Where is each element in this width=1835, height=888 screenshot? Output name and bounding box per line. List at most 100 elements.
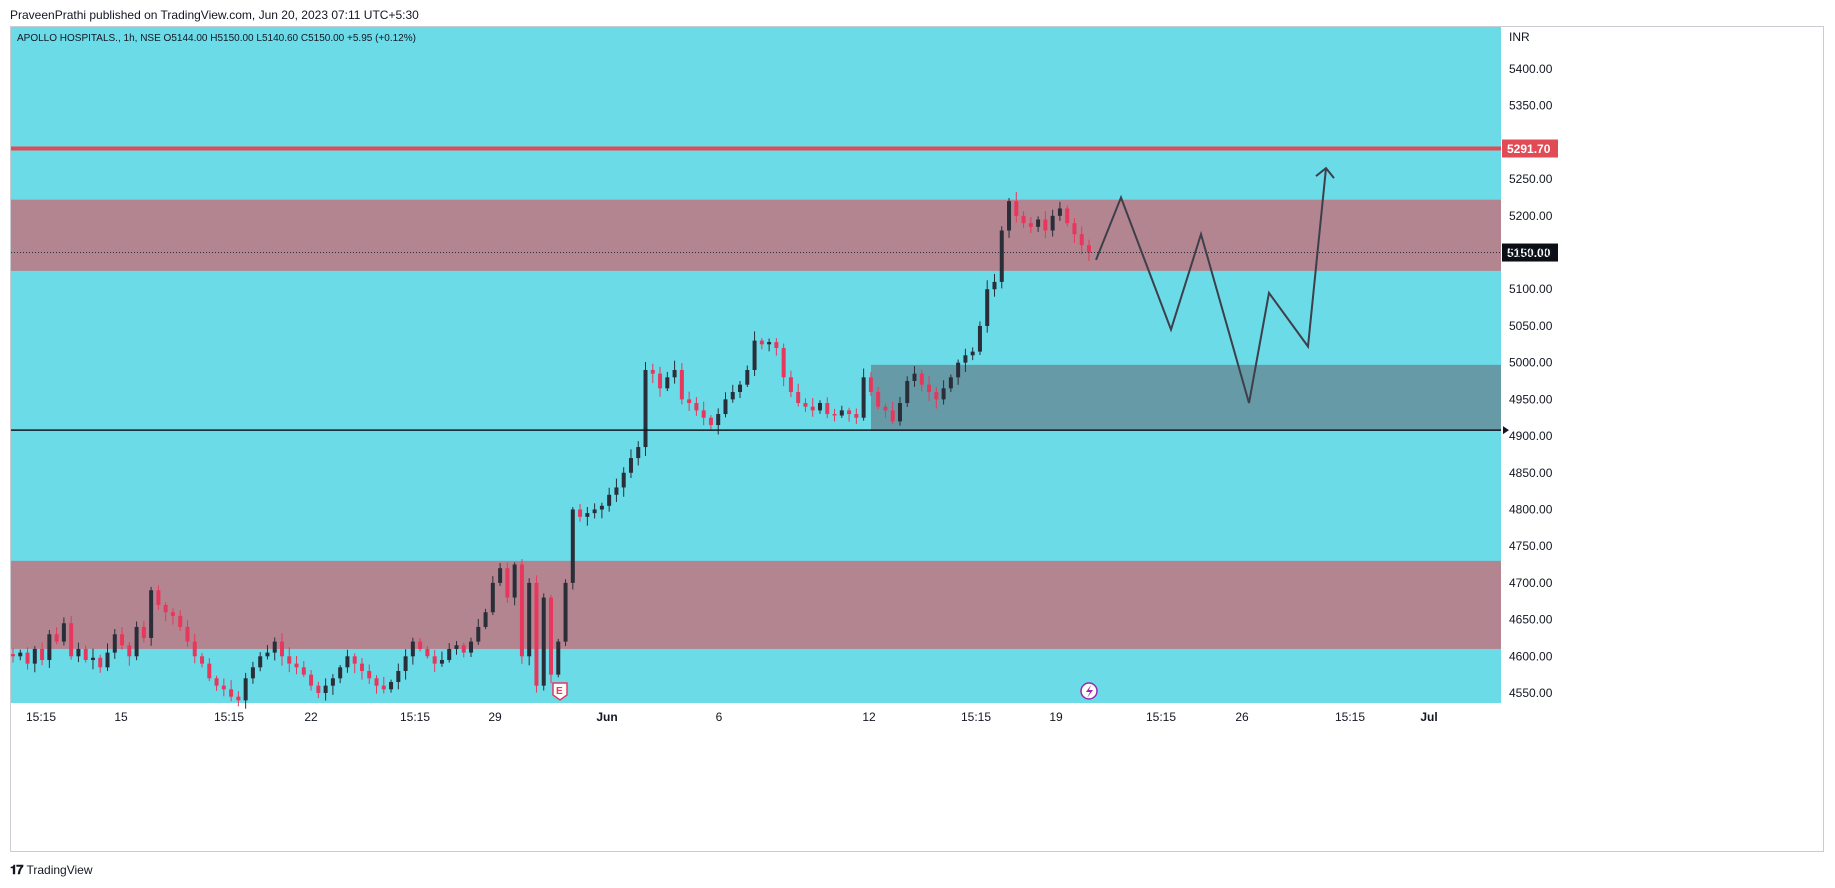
candle-body [1036,219,1041,227]
currency-label: INR [1509,30,1530,44]
candle-body [643,369,648,448]
candle-body [134,626,139,657]
candle-body [1043,219,1048,231]
candle-body [425,648,430,657]
candle-body [985,289,990,326]
candle-body [454,645,459,649]
candle-body [69,623,74,657]
candle-body [687,399,692,404]
candle-body [418,641,423,649]
candle-body [738,384,743,393]
lightning-bolt-icon [1086,685,1093,698]
candle-body [149,590,154,638]
candle-body [694,403,699,411]
candle-body [941,388,946,400]
candle-body [1072,223,1077,235]
candle-body [61,623,66,642]
candle-body [781,347,786,378]
candle-body [432,656,437,664]
candle-body [54,634,59,642]
chart-frame[interactable]: 5291.70 5150.00 E 5400.00 5350.00 5250.00 5200… [10,26,1824,852]
candle-body [919,373,924,385]
candle-body [316,685,321,693]
support-marker-icon [1503,426,1509,435]
projection-path[interactable] [1095,168,1327,404]
candle-body [963,355,968,363]
candle-body [112,634,117,653]
candle-body [541,597,546,686]
candle-body [832,414,837,416]
earnings-marker-text: E [556,686,563,697]
candle-body [847,410,852,415]
time-tick-label: 12 [862,710,876,724]
candle-body [534,582,539,686]
candle-body [977,325,982,352]
candle-body [272,641,277,653]
time-tick-label: 15:15 [1335,710,1365,724]
earnings-marker[interactable] [552,682,568,701]
price-tick-label: 5050.00 [1509,319,1553,333]
lower-zone [11,560,1501,649]
price-tick-label: 5000.00 [1509,356,1553,370]
published-info: PraveenPrathi published on TradingView.c… [10,8,419,22]
candle-body [1057,208,1062,216]
resistance-price-text: 5291.70 [1507,142,1551,156]
price-chart[interactable]: 5291.70 5150.00 E 5400.00 5350.00 5250.00 5200… [11,27,1824,852]
price-tick-label: 4950.00 [1509,392,1553,406]
candle-body [120,634,125,646]
time-scale[interactable] [11,703,1501,852]
candle-body [1079,234,1084,246]
resistance-price-label [1502,139,1558,158]
candle-body [287,656,292,664]
candle-body [476,626,481,642]
time-tick-label: 15 [114,710,128,724]
time-tick-label: Jun [596,710,617,724]
candle-body [621,472,626,488]
time-tick-label: 29 [488,710,502,724]
last-price-text: 5150.00 [1507,246,1551,260]
upper-supply-zone [11,199,1501,271]
candle-body [999,230,1004,282]
candle-body [461,645,466,653]
candle-body [396,670,401,682]
candle-body [876,392,881,407]
candle-body [345,656,350,668]
candle-body [592,509,597,514]
candle-body [992,281,997,290]
candle-body [11,654,15,657]
candle-body [927,384,932,393]
candle-body [723,399,728,415]
candle-body [374,678,379,686]
price-scale[interactable] [1501,27,1824,852]
candle-body [18,652,23,657]
footer-brand: TradingView [26,863,93,877]
candle-body [359,663,364,671]
price-tick-label: 4650.00 [1509,613,1553,627]
candle-body [469,641,474,653]
candle-body [185,626,190,642]
candle-body [250,667,255,679]
candle-body [708,417,713,426]
price-tick-label: 5250.00 [1509,172,1553,186]
candle-body [818,403,822,411]
price-tick-label: 5400.00 [1509,62,1553,76]
candle-body [905,381,910,404]
candle-body [512,564,517,598]
candle-body [1028,223,1033,227]
time-tick-label: 15:15 [214,710,244,724]
price-tick-label: 4600.00 [1509,649,1553,663]
candle-body [389,681,394,690]
candle-body [679,369,684,400]
candle-body [672,369,677,378]
candle-body [948,377,953,389]
candle-body [788,377,793,393]
legend: APOLLO HOSPITALS., 1h, NSE O5144.00 H515… [17,33,416,44]
candle-body [1021,215,1026,224]
candle-body [403,656,408,671]
candle-body [578,509,583,517]
price-tick-label: 5350.00 [1509,99,1553,113]
candle-body [32,648,37,664]
candle-body [178,615,183,627]
price-tick-label: 4800.00 [1509,502,1553,516]
candle-body [163,604,168,613]
